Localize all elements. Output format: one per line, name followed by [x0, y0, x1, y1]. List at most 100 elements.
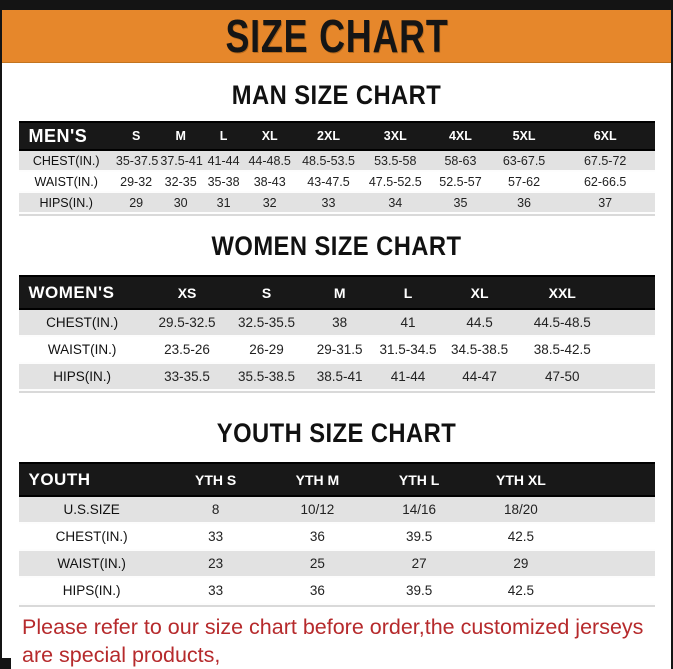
size-cell: 10/12: [266, 496, 369, 524]
size-column-header: 4XL: [428, 121, 493, 151]
size-cell: 32-35: [158, 171, 203, 193]
youth-waist-row: WAIST(IN.) 23 25 27 29: [18, 550, 655, 578]
row-label: CHEST(IN.): [18, 309, 146, 337]
size-cell: 37.5-41: [158, 150, 203, 172]
row-label: HIPS(IN.): [18, 363, 146, 391]
disclaimer-line-1: Please refer to our size chart before or…: [22, 615, 644, 667]
size-cell: 33: [295, 192, 362, 214]
size-column-header: YTH S: [164, 462, 267, 497]
size-cell: 41-44: [374, 363, 442, 391]
row-label: CHEST(IN.): [18, 523, 165, 551]
size-cell: 38: [304, 309, 375, 337]
size-column-header: YTH XL: [470, 462, 572, 497]
size-cell: 33: [164, 523, 267, 551]
size-cell: 33-35.5: [145, 363, 229, 391]
row-label: U.S.SIZE: [18, 496, 165, 524]
title-banner: SIZE CHART: [2, 10, 671, 63]
size-column-header: XL: [441, 275, 518, 310]
size-column-header: M: [158, 121, 203, 151]
size-cell: 32: [244, 192, 296, 214]
youth-ussize-row: U.S.SIZE 8 10/12 14/16 18/20: [18, 496, 655, 524]
youth-table-label: YOUTH: [18, 462, 165, 497]
bottom-left-border-notch: [2, 658, 11, 669]
size-cell: 38.5-41: [304, 363, 375, 391]
spacer-cell: [571, 462, 655, 497]
youth-size-table: YOUTH YTH S YTH M YTH L YTH XL U.S.SIZE …: [18, 462, 655, 605]
size-cell: 26-29: [228, 336, 305, 364]
youth-hips-row: HIPS(IN.) 33 36 39.5 42.5: [18, 577, 655, 605]
size-column-header: 6XL: [555, 121, 655, 151]
top-border-bar: [2, 0, 671, 10]
size-column-header: YTH M: [266, 462, 369, 497]
size-cell: 44-48.5: [244, 150, 296, 172]
men-hips-row: HIPS(IN.) 29 30 31 32 33 34 35 36 37: [18, 192, 655, 214]
size-cell: 67.5-72: [555, 150, 655, 172]
size-column-header: XL: [244, 121, 296, 151]
size-cell: 31.5-34.5: [374, 336, 442, 364]
size-cell: 57-62: [492, 171, 556, 193]
size-cell: 63-67.5: [492, 150, 556, 172]
women-chest-row: CHEST(IN.) 29.5-32.5 32.5-35.5 38 41 44.…: [18, 309, 655, 337]
women-waist-row: WAIST(IN.) 23.5-26 26-29 29-31.5 31.5-34…: [18, 336, 655, 364]
size-cell: 41: [374, 309, 442, 337]
charts-area: MAN SIZE CHART MEN'S S M L XL 2XL 3XL: [2, 80, 671, 605]
men-chest-row: CHEST(IN.) 35-37.5 37.5-41 41-44 44-48.5…: [18, 150, 655, 172]
size-column-header: M: [304, 275, 375, 310]
spacer-cell: [606, 275, 655, 310]
women-header-row: WOMEN'S XS S M L XL XXL: [18, 275, 655, 310]
women-size-table: WOMEN'S XS S M L XL XXL CHEST(IN.) 29.5-…: [18, 275, 655, 391]
size-cell: 35-37.5: [113, 150, 159, 172]
row-label: WAIST(IN.): [18, 336, 146, 364]
men-table-label: MEN'S: [18, 121, 114, 151]
size-cell: 34.5-38.5: [441, 336, 518, 364]
size-cell: 42.5: [470, 523, 572, 551]
women-table-label: WOMEN'S: [18, 275, 146, 310]
size-cell: 29.5-32.5: [145, 309, 229, 337]
women-section-title: WOMEN SIZE CHART: [211, 231, 462, 261]
size-cell: 41-44: [202, 150, 245, 172]
order-disclaimer: Please refer to our size chart before or…: [2, 614, 671, 669]
row-label: HIPS(IN.): [18, 192, 114, 214]
size-cell: 62-66.5: [555, 171, 655, 193]
row-label: WAIST(IN.): [18, 171, 114, 193]
size-cell: 31: [202, 192, 245, 214]
size-column-header: 5XL: [492, 121, 556, 151]
men-header-row: MEN'S S M L XL 2XL 3XL 4XL 5XL 6XL: [18, 121, 655, 151]
size-cell: 23.5-26: [145, 336, 229, 364]
spacer-cell: [606, 363, 655, 391]
size-column-header: XS: [145, 275, 229, 310]
size-cell: 32.5-35.5: [228, 309, 305, 337]
size-column-header: S: [113, 121, 159, 151]
men-waist-row: WAIST(IN.) 29-32 32-35 35-38 38-43 43-47…: [18, 171, 655, 193]
women-size-section: WOMEN SIZE CHART WOMEN'S XS S M L XL XXL: [2, 231, 671, 391]
size-cell: 53.5-58: [361, 150, 429, 172]
size-cell: 39.5: [368, 577, 471, 605]
size-cell: 23: [164, 550, 267, 578]
size-column-header: XXL: [517, 275, 607, 310]
size-column-header: 3XL: [361, 121, 429, 151]
youth-header-row: YOUTH YTH S YTH M YTH L YTH XL: [18, 462, 655, 497]
youth-size-section: YOUTH SIZE CHART YOUTH YTH S YTH M YTH L…: [2, 418, 671, 605]
size-cell: 43-47.5: [295, 171, 362, 193]
size-cell: 38-43: [244, 171, 296, 193]
page-title: SIZE CHART: [224, 10, 449, 62]
women-hips-row: HIPS(IN.) 33-35.5 35.5-38.5 38.5-41 41-4…: [18, 363, 655, 391]
size-column-header: 2XL: [295, 121, 362, 151]
youth-chest-row: CHEST(IN.) 33 36 39.5 42.5: [18, 523, 655, 551]
spacer-cell: [571, 577, 655, 605]
size-column-header: YTH L: [368, 462, 471, 497]
size-column-header: L: [374, 275, 442, 310]
row-label: HIPS(IN.): [18, 577, 165, 605]
size-cell: 52.5-57: [428, 171, 493, 193]
size-cell: 36: [266, 523, 369, 551]
size-cell: 42.5: [470, 577, 572, 605]
spacer-cell: [606, 309, 655, 337]
size-cell: 37: [555, 192, 655, 214]
size-cell: 18/20: [470, 496, 572, 524]
spacer-cell: [606, 336, 655, 364]
men-section-title: MAN SIZE CHART: [231, 80, 442, 110]
size-cell: 25: [266, 550, 369, 578]
size-cell: 36: [492, 192, 556, 214]
row-label: CHEST(IN.): [18, 150, 114, 172]
size-cell: 35.5-38.5: [228, 363, 305, 391]
